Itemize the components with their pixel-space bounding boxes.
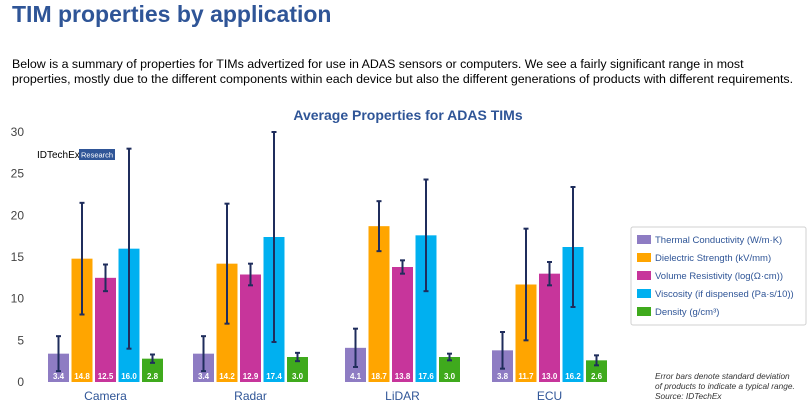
error-bars — [56, 131, 599, 373]
legend: Thermal Conductivity (W/m·K) Dielectric S… — [630, 226, 807, 326]
bar-value-label: 12.9 — [243, 372, 259, 381]
legend-swatch — [637, 235, 651, 244]
y-tick-label: 10 — [11, 292, 25, 306]
bar-value-label: 3.4 — [198, 372, 210, 381]
legend-swatch — [637, 289, 651, 298]
bar-value-label: 14.8 — [74, 372, 90, 381]
legend-label: Density (g/cm³) — [655, 307, 719, 318]
footnote-line-1: Error bars denote standard deviation — [655, 371, 790, 381]
legend-box — [630, 226, 807, 326]
logo-brand-text: IDTechEx — [37, 150, 80, 161]
footnote-line-3: Source: IDTechEx — [655, 391, 722, 401]
bar-value-label: 17.4 — [266, 372, 282, 381]
bar-value-label: 3.0 — [444, 372, 456, 381]
bar-value-label: 12.5 — [98, 372, 114, 381]
y-tick-label: 15 — [11, 250, 25, 264]
bar-chart: Average Properties for ADAS TIMs 0 5 10 15 2… — [11, 107, 807, 403]
legend-label: Dielectric Strength (kV/mm) — [655, 253, 771, 264]
bar-value-label: 16.2 — [565, 372, 581, 381]
legend-label: Thermal Conductivity (W/m·K) — [655, 235, 782, 246]
bar-value-label: 14.2 — [219, 372, 235, 381]
logo-tag-box — [79, 149, 115, 160]
bar — [562, 247, 584, 382]
legend-swatch — [637, 271, 651, 280]
bar-value-label: 16.0 — [121, 372, 137, 381]
bar-value-label: 11.7 — [518, 372, 534, 381]
bar-value-label: 2.8 — [147, 372, 159, 381]
bar-value-label: 17.6 — [418, 372, 434, 381]
bar — [586, 360, 607, 382]
bar — [95, 277, 116, 382]
bar-value-label: 3.0 — [292, 372, 304, 381]
bar — [142, 358, 163, 382]
bar-value-label: 2.6 — [591, 372, 603, 381]
bar — [439, 357, 460, 382]
bar-value-label: 13.0 — [542, 372, 558, 381]
chart-title: Average Properties for ADAS TIMs — [293, 107, 522, 123]
category-labels: Camera Radar LiDAR ECU — [84, 389, 562, 403]
bar — [415, 235, 437, 382]
brand-logo: IDTechEx Research — [37, 149, 115, 161]
bar — [240, 274, 261, 382]
footnote-line-2: of products to indicate a typical range. — [655, 381, 795, 391]
bar — [71, 258, 93, 382]
y-tick-label: 30 — [11, 125, 25, 139]
legend-label: Volume Resistivity (log(Ω·cm)) — [655, 271, 783, 282]
category-label: LiDAR — [385, 389, 420, 403]
y-tick-label: 5 — [17, 333, 24, 347]
bar-value-label: 3.8 — [497, 372, 509, 381]
bar-value-label: 3.4 — [53, 372, 65, 381]
bar — [368, 226, 390, 382]
category-label: Radar — [234, 389, 267, 403]
legend-swatch — [637, 307, 651, 316]
bar-value-label: 4.1 — [350, 372, 362, 381]
category-label: Camera — [84, 389, 127, 403]
bar — [539, 273, 560, 382]
bar — [287, 357, 308, 382]
logo-tag-text: Research — [81, 151, 113, 160]
bars — [48, 226, 607, 382]
y-tick-label: 0 — [17, 375, 24, 389]
bar — [392, 267, 413, 382]
slide-title: TIM properties by application — [12, 1, 332, 27]
y-tick-label: 25 — [11, 167, 25, 181]
y-tick-label: 20 — [11, 208, 25, 222]
legend-swatch — [637, 253, 651, 262]
bar-value-label: 13.8 — [395, 372, 411, 381]
intro-paragraph: Below is a summary of properties for TIM… — [12, 57, 794, 86]
bar-value-label: 18.7 — [371, 372, 387, 381]
chart-footnote: Error bars denote standard deviation of … — [655, 371, 810, 401]
y-axis: 0 5 10 15 20 25 30 — [11, 125, 25, 389]
legend-label: Viscosity (if dispensed (Pa·s/10)) — [655, 289, 794, 300]
category-label: ECU — [537, 389, 562, 403]
bar-value-labels: 3.4 14.8 12.5 16.0 2.8 3.4 14.2 12.9 17.4 3.0 4.1 1… — [53, 372, 603, 381]
